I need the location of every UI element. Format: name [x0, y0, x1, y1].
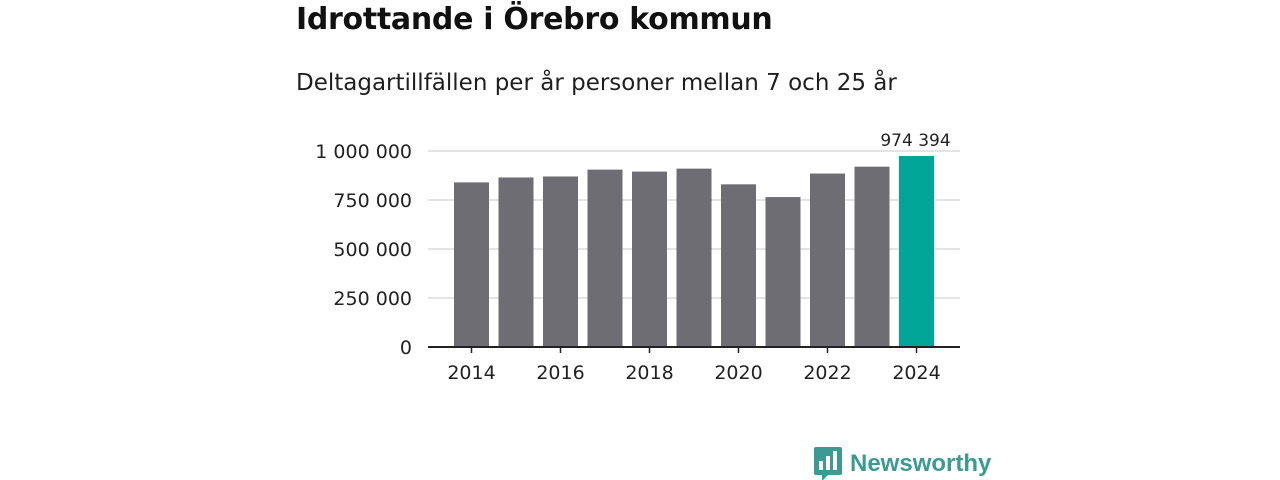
bar-2017	[587, 169, 623, 347]
newsworthy-logo-icon	[814, 447, 842, 480]
y-tick-label: 250 000	[333, 288, 412, 310]
y-axis-tick-labels: 0 250 000 500 000 750 000 1 000 000	[315, 141, 412, 359]
brand-logo: Newsworthy	[814, 446, 991, 480]
x-tick-label: 2016	[536, 362, 584, 384]
highlight-value-label: 974 394	[880, 131, 950, 151]
y-tick-label: 0	[400, 337, 412, 359]
y-tick-label: 500 000	[333, 239, 412, 261]
x-tick-label: 2020	[714, 362, 762, 384]
x-tick-label: 2014	[447, 362, 495, 384]
bar-2021	[765, 197, 801, 347]
bar-2022	[810, 173, 845, 347]
brand-name: Newsworthy	[850, 450, 992, 477]
x-tick-label: 2018	[625, 362, 673, 384]
bar-2018	[632, 171, 667, 347]
x-tick-label: 2024	[892, 362, 940, 384]
bar-2023	[854, 166, 890, 347]
bars: 974 394	[454, 131, 951, 347]
y-tick-label: 750 000	[333, 190, 412, 212]
x-tick-label: 2022	[803, 362, 851, 384]
bar-2015	[498, 177, 534, 347]
bar-2019	[676, 168, 712, 347]
y-tick-label: 1 000 000	[315, 141, 412, 163]
bar-2020	[721, 184, 756, 347]
bar-highlight-2024	[899, 156, 934, 347]
x-axis-tick-labels: 2014 2016 2018 2020 2022 2024	[447, 347, 941, 384]
chart-subtitle: Deltagartillfällen per år personer mella…	[296, 70, 897, 96]
bar-2014	[454, 182, 489, 347]
chart-title: Idrottande i Örebro kommun	[296, 2, 773, 37]
bar-2016	[543, 176, 578, 347]
